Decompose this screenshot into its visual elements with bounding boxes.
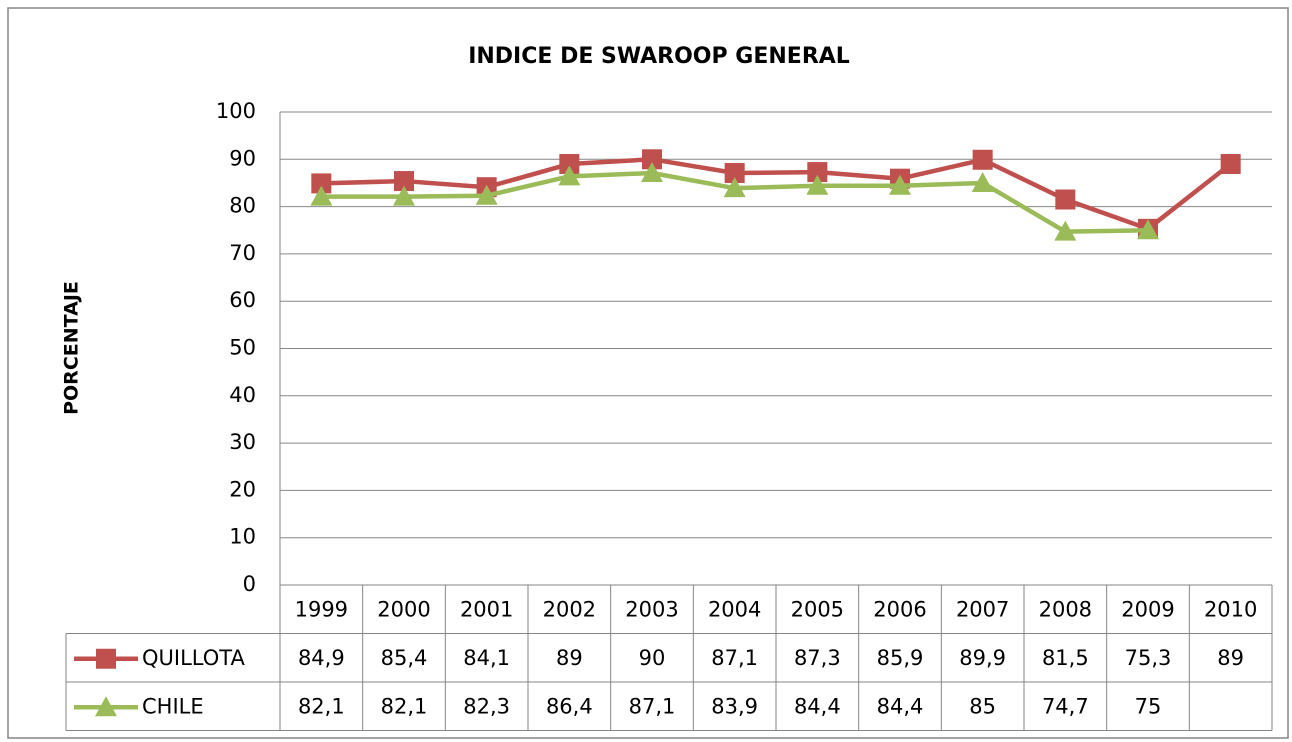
x-tick-label: 2005 bbox=[791, 597, 844, 621]
data-label: 83,9 bbox=[711, 694, 758, 718]
y-tick-label: 40 bbox=[229, 383, 256, 407]
marker bbox=[807, 162, 828, 183]
marker bbox=[310, 185, 333, 206]
marker bbox=[311, 173, 332, 194]
marker bbox=[559, 154, 580, 175]
y-tick-label: 100 bbox=[216, 99, 256, 123]
data-label: 82,1 bbox=[381, 694, 428, 718]
x-tick-label: 2002 bbox=[543, 597, 596, 621]
data-label: 89,9 bbox=[959, 646, 1006, 670]
x-tick-label: 2008 bbox=[1039, 597, 1092, 621]
legend-label: CHILE bbox=[142, 694, 204, 718]
data-label: 85 bbox=[969, 694, 996, 718]
x-tick-label: 2003 bbox=[625, 597, 678, 621]
marker bbox=[971, 171, 994, 192]
data-label: 75,3 bbox=[1125, 646, 1172, 670]
data-label: 84,1 bbox=[463, 646, 510, 670]
data-label: 86,4 bbox=[546, 694, 593, 718]
data-label: 89 bbox=[1217, 646, 1244, 670]
marker bbox=[393, 185, 415, 206]
marker bbox=[1220, 154, 1241, 175]
marker bbox=[642, 149, 662, 170]
marker bbox=[889, 174, 911, 195]
data-label: 85,9 bbox=[877, 646, 924, 670]
data-label: 75 bbox=[1135, 694, 1162, 718]
y-tick-label: 90 bbox=[229, 146, 256, 170]
marker bbox=[806, 174, 829, 195]
x-tick-label: 2006 bbox=[873, 597, 926, 621]
marker bbox=[723, 177, 746, 198]
x-tick-label: 2001 bbox=[460, 597, 513, 621]
legend-marker bbox=[95, 696, 117, 717]
y-tick-label: 80 bbox=[229, 194, 256, 218]
data-label: 82,3 bbox=[463, 694, 510, 718]
x-tick-label: 2000 bbox=[377, 597, 430, 621]
legend-marker bbox=[96, 648, 116, 669]
x-tick-label: 1999 bbox=[295, 597, 348, 621]
chart-title: INDICE DE SWAROOP GENERAL bbox=[468, 44, 850, 69]
y-tick-label: 30 bbox=[229, 430, 256, 454]
data-label: 90 bbox=[639, 646, 666, 670]
data-label: 89 bbox=[556, 646, 583, 670]
marker bbox=[1137, 219, 1159, 240]
marker bbox=[394, 171, 414, 192]
chart-frame bbox=[7, 7, 1289, 739]
marker bbox=[1055, 189, 1076, 210]
y-tick-label: 60 bbox=[229, 288, 256, 312]
data-label: 87,1 bbox=[629, 694, 676, 718]
y-tick-label: 0 bbox=[243, 572, 256, 596]
data-label: 84,4 bbox=[877, 694, 924, 718]
y-tick-label: 20 bbox=[229, 477, 256, 501]
data-label: 85,4 bbox=[381, 646, 428, 670]
data-label: 87,1 bbox=[711, 646, 758, 670]
marker bbox=[558, 165, 581, 186]
x-tick-label: 2009 bbox=[1121, 597, 1174, 621]
series-line bbox=[321, 157, 1233, 232]
marker bbox=[475, 184, 498, 205]
data-label: 82,1 bbox=[298, 694, 345, 718]
legend-label: QUILLOTA bbox=[142, 646, 245, 670]
marker bbox=[724, 163, 745, 184]
x-tick-label: 2007 bbox=[956, 597, 1009, 621]
marker bbox=[972, 149, 993, 170]
data-label: 84,4 bbox=[794, 694, 841, 718]
marker bbox=[641, 162, 663, 183]
y-tick-label: 50 bbox=[229, 336, 256, 360]
y-tick-label: 70 bbox=[229, 241, 256, 265]
data-label: 84,9 bbox=[298, 646, 345, 670]
y-axis-label: PORCENTAJE bbox=[61, 281, 83, 415]
x-tick-label: 2004 bbox=[708, 597, 761, 621]
data-label: 87,3 bbox=[794, 646, 841, 670]
marker bbox=[1054, 220, 1077, 241]
x-tick-label: 2010 bbox=[1204, 597, 1257, 621]
data-label: 74,7 bbox=[1042, 694, 1089, 718]
y-tick-label: 10 bbox=[229, 525, 256, 549]
data-label: 81,5 bbox=[1042, 646, 1089, 670]
